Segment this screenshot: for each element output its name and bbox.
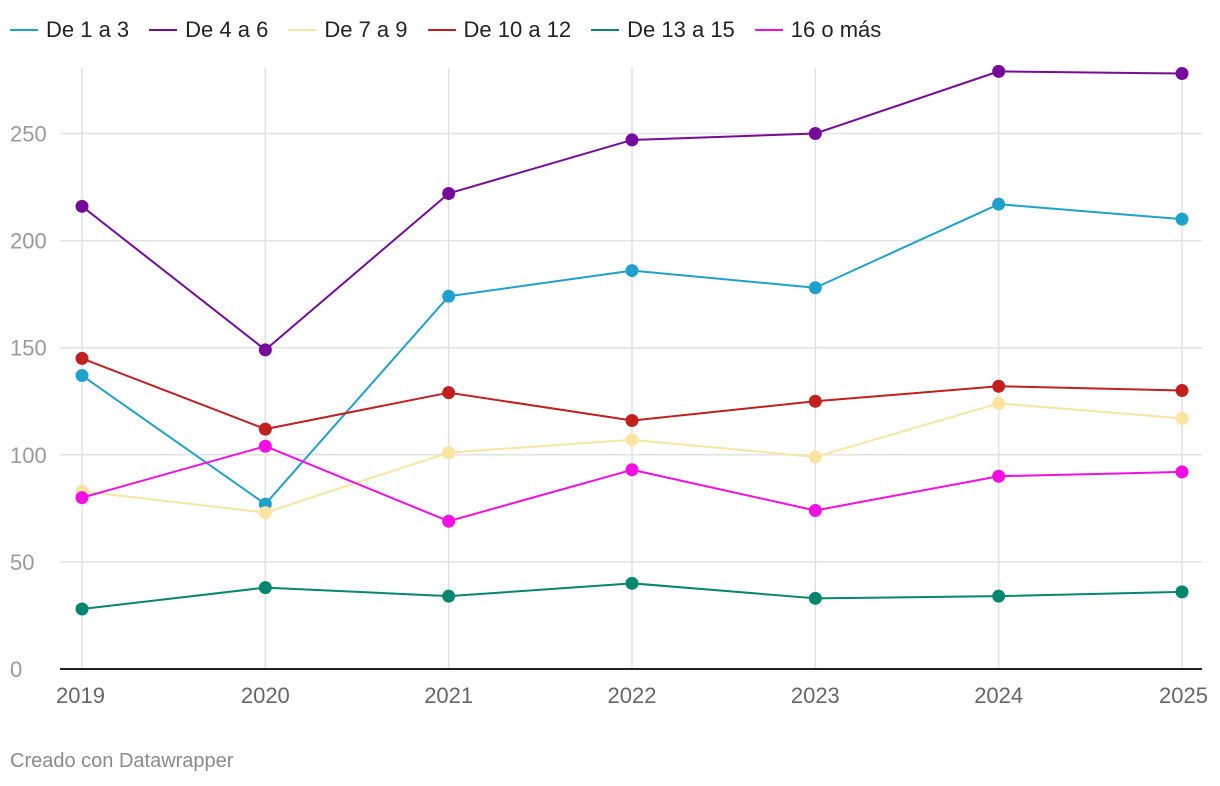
legend-swatch bbox=[754, 29, 783, 31]
data-point bbox=[992, 589, 1006, 603]
data-point bbox=[992, 396, 1006, 410]
data-point bbox=[1175, 585, 1189, 599]
data-point bbox=[625, 264, 639, 278]
x-tick-label: 2025 bbox=[1159, 683, 1208, 708]
data-point bbox=[625, 463, 639, 477]
data-point bbox=[625, 433, 639, 447]
legend-label: De 7 a 9 bbox=[324, 17, 408, 42]
data-point bbox=[625, 133, 639, 147]
y-tick-label: 50 bbox=[10, 550, 34, 575]
x-tick-label: 2022 bbox=[608, 683, 657, 708]
legend-label: De 4 a 6 bbox=[185, 17, 269, 42]
data-point bbox=[808, 503, 822, 517]
data-point bbox=[808, 591, 822, 605]
data-point bbox=[75, 351, 89, 365]
x-tick-label: 2021 bbox=[424, 683, 473, 708]
data-point bbox=[808, 127, 822, 140]
legend-swatch bbox=[149, 29, 178, 31]
line-chart: 0 50 100 150 200 250 2019 2020 2021 2022 2023 2024 2… bbox=[10, 64, 1208, 708]
data-point bbox=[1175, 212, 1189, 226]
legend-label: 16 o más bbox=[790, 17, 882, 42]
legend-item: 16 o más bbox=[754, 17, 882, 43]
y-tick-label: 100 bbox=[10, 443, 47, 468]
data-point bbox=[442, 446, 456, 460]
legend-item: De 13 a 15 bbox=[591, 17, 735, 43]
data-point bbox=[808, 450, 822, 464]
data-point bbox=[992, 197, 1006, 211]
data-point bbox=[442, 186, 456, 200]
x-tick-label: 2020 bbox=[241, 683, 290, 708]
data-point bbox=[442, 289, 456, 303]
data-point bbox=[1175, 384, 1189, 398]
x-tick-label: 2023 bbox=[791, 683, 840, 708]
legend-swatch bbox=[591, 29, 620, 31]
legend-label: De 1 a 3 bbox=[46, 17, 130, 42]
legend-swatch bbox=[427, 29, 456, 31]
data-point bbox=[1175, 411, 1189, 425]
data-point bbox=[442, 589, 456, 603]
legend-swatch bbox=[288, 29, 317, 31]
data-point bbox=[75, 369, 89, 383]
legend-item: De 10 a 12 bbox=[427, 17, 572, 43]
data-point bbox=[1175, 465, 1189, 479]
legend-item: De 1 a 3 bbox=[10, 17, 129, 43]
data-point bbox=[992, 379, 1006, 393]
data-point bbox=[258, 506, 272, 520]
data-point bbox=[258, 581, 272, 595]
data-point bbox=[992, 64, 1006, 78]
y-tick-label: 250 bbox=[10, 122, 47, 147]
x-tick-label: 2019 bbox=[56, 683, 105, 708]
chart-legend: De 1 a 3 De 4 a 6 De 7 a 9 De 10 a 12 De 13 … bbox=[10, 14, 901, 46]
data-point bbox=[258, 439, 272, 453]
legend-item: De 7 a 9 bbox=[288, 17, 408, 43]
data-point bbox=[625, 576, 639, 590]
y-tick-label: 0 bbox=[10, 657, 22, 682]
data-point bbox=[808, 281, 822, 295]
data-point bbox=[1175, 67, 1189, 81]
data-point bbox=[625, 414, 639, 428]
legend-label: De 10 a 12 bbox=[463, 17, 572, 42]
data-point bbox=[992, 469, 1006, 483]
legend-label: De 13 a 15 bbox=[627, 17, 735, 42]
data-point bbox=[808, 394, 822, 408]
data-point bbox=[75, 199, 89, 213]
legend-item: De 4 a 6 bbox=[149, 17, 268, 43]
data-point bbox=[258, 422, 272, 436]
data-point bbox=[442, 386, 456, 400]
legend-swatch bbox=[10, 29, 38, 31]
datawrapper-credit: Creado con Datawrapper bbox=[10, 750, 234, 772]
data-point bbox=[442, 514, 456, 528]
x-tick-label: 2024 bbox=[974, 683, 1023, 708]
y-tick-label: 150 bbox=[10, 336, 47, 361]
y-tick-label: 200 bbox=[10, 229, 47, 254]
data-point bbox=[75, 491, 89, 505]
data-point bbox=[258, 343, 272, 357]
data-point bbox=[75, 602, 89, 616]
